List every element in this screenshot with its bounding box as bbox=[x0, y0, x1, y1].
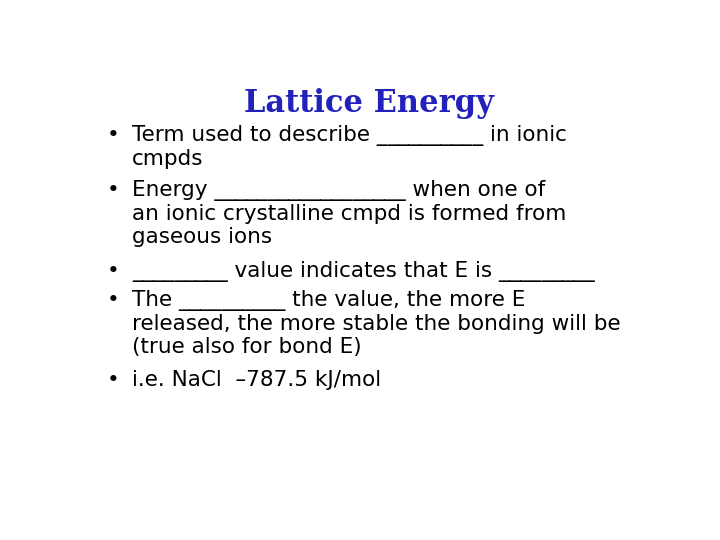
Text: i.e. NaCl  –787.5 kJ/mol: i.e. NaCl –787.5 kJ/mol bbox=[132, 370, 381, 390]
Text: Lattice Energy: Lattice Energy bbox=[244, 87, 494, 119]
Text: •: • bbox=[107, 125, 120, 145]
Text: Term used to describe __________ in ionic
cmpds: Term used to describe __________ in ioni… bbox=[132, 125, 567, 170]
Text: •: • bbox=[107, 180, 120, 200]
Text: •: • bbox=[107, 261, 120, 281]
Text: •: • bbox=[107, 370, 120, 390]
Text: The __________ the value, the more E
released, the more stable the bonding will : The __________ the value, the more E rel… bbox=[132, 290, 621, 357]
Text: Energy __________________ when one of
an ionic crystalline cmpd is formed from
g: Energy __________________ when one of an… bbox=[132, 180, 566, 247]
Text: •: • bbox=[107, 290, 120, 310]
Text: _________ value indicates that E is _________: _________ value indicates that E is ____… bbox=[132, 261, 595, 282]
